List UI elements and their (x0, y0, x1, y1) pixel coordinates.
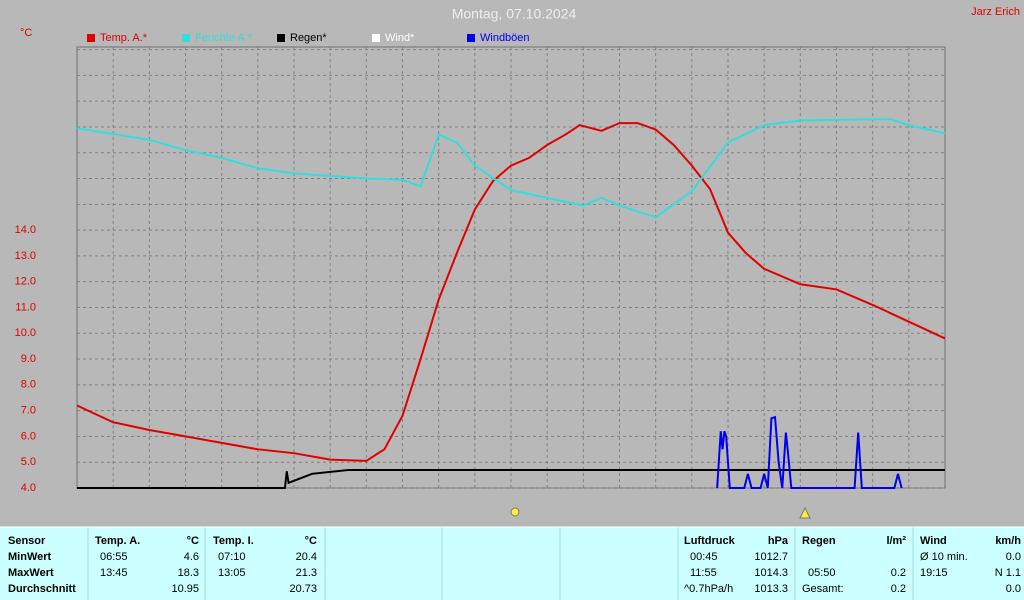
series-line (76, 118, 946, 219)
icons (510, 506, 811, 519)
legend-label: Temp. A.* (100, 32, 148, 44)
table-cell: 1013.3 (754, 583, 788, 595)
table-cell: 10.95 (171, 583, 199, 595)
y-tick-label: 9.0 (21, 353, 36, 365)
table-header: hPa (768, 535, 789, 547)
table-cell: 05:50 (808, 567, 836, 579)
table-cell: 20.73 (289, 583, 317, 595)
row-label: MinWert (8, 551, 52, 563)
table-cell: 20.4 (296, 551, 317, 563)
moon-icon (799, 506, 811, 519)
y-tick-label: 14.0 (15, 224, 36, 236)
table-header: km/h (995, 535, 1021, 547)
plot: 4.0 5.0 6.0 7.0 8.0 9.0 10.0 11.0 12.0 13.0 14.0 Te… (15, 32, 946, 494)
table-header: Luftdruck (684, 535, 736, 547)
table-cell: 0.2 (891, 567, 906, 579)
legend-swatch (182, 34, 190, 42)
title: Montag, 07.10.2024 (452, 6, 577, 22)
table-cell: 11:55 (690, 567, 717, 579)
table-header: Temp. A. (95, 535, 140, 547)
legend-swatch (277, 34, 285, 42)
table-header: Wind (920, 535, 947, 547)
table-header: Regen (802, 535, 836, 547)
table-header: °C (305, 535, 317, 547)
legend-label: Regen* (290, 32, 327, 44)
y-tick-label: 13.0 (15, 250, 36, 262)
table-cell: Gesamt: (802, 583, 844, 595)
y-tick-label: 7.0 (21, 405, 36, 417)
legend-swatch (467, 34, 475, 42)
table-cell: ^0.7hPa/h (684, 583, 733, 595)
legend-swatch (87, 34, 95, 42)
series-line (77, 468, 945, 489)
table-cell: 1014.3 (754, 567, 788, 579)
table-cell: N 1.1 (995, 567, 1021, 579)
table-cell: 0.0 (1006, 551, 1021, 563)
table-cell: 0.0 (1006, 583, 1021, 595)
table-header: Temp. I. (213, 535, 254, 547)
table-cell: 4.6 (184, 551, 199, 563)
y-tick-label: 10.0 (15, 327, 36, 339)
legend-label: Feuchte A.* (195, 32, 253, 44)
table-header: l/m² (886, 535, 906, 547)
y-tick-label: 5.0 (21, 456, 36, 468)
legend-swatch (372, 34, 380, 42)
table-cell: 18.3 (178, 567, 199, 579)
series-line (716, 415, 903, 489)
y-tick-label: 11.0 (15, 301, 36, 313)
table-cell: Ø 10 min. (920, 551, 968, 563)
author: Jarz Erich (971, 6, 1020, 18)
table-cell: 00:45 (690, 551, 718, 563)
table-header: Sensor (8, 535, 46, 547)
table-cell: 19:15 (920, 567, 948, 579)
sun-icon (510, 507, 520, 517)
y-tick-label: 8.0 (21, 379, 36, 391)
table-header: °C (187, 535, 199, 547)
table-cell: 07:10 (218, 551, 246, 563)
table-cell: 13:05 (218, 567, 246, 579)
y-tick-label: 6.0 (21, 430, 36, 442)
row-label: MaxWert (8, 567, 54, 579)
table-bg (0, 527, 1024, 600)
table-cell: 0.2 (891, 583, 906, 595)
legend-label: Wind* (385, 32, 415, 44)
table: Sensor Temp. A. °C Temp. I. °C Luftdruck hPa Re… (0, 526, 1024, 600)
y-tick-label: 12.0 (15, 276, 36, 288)
series-line (76, 122, 946, 462)
table-cell: 06:55 (100, 551, 128, 563)
row-label: Durchschnitt (8, 583, 76, 595)
table-cell: 1012.7 (754, 551, 788, 563)
y-unit: °C (20, 27, 32, 39)
table-cell: 13:45 (100, 567, 128, 579)
y-tick-label: 4.0 (21, 482, 36, 494)
legend-label: Windböen (480, 32, 530, 44)
table-cell: 21.3 (296, 567, 317, 579)
